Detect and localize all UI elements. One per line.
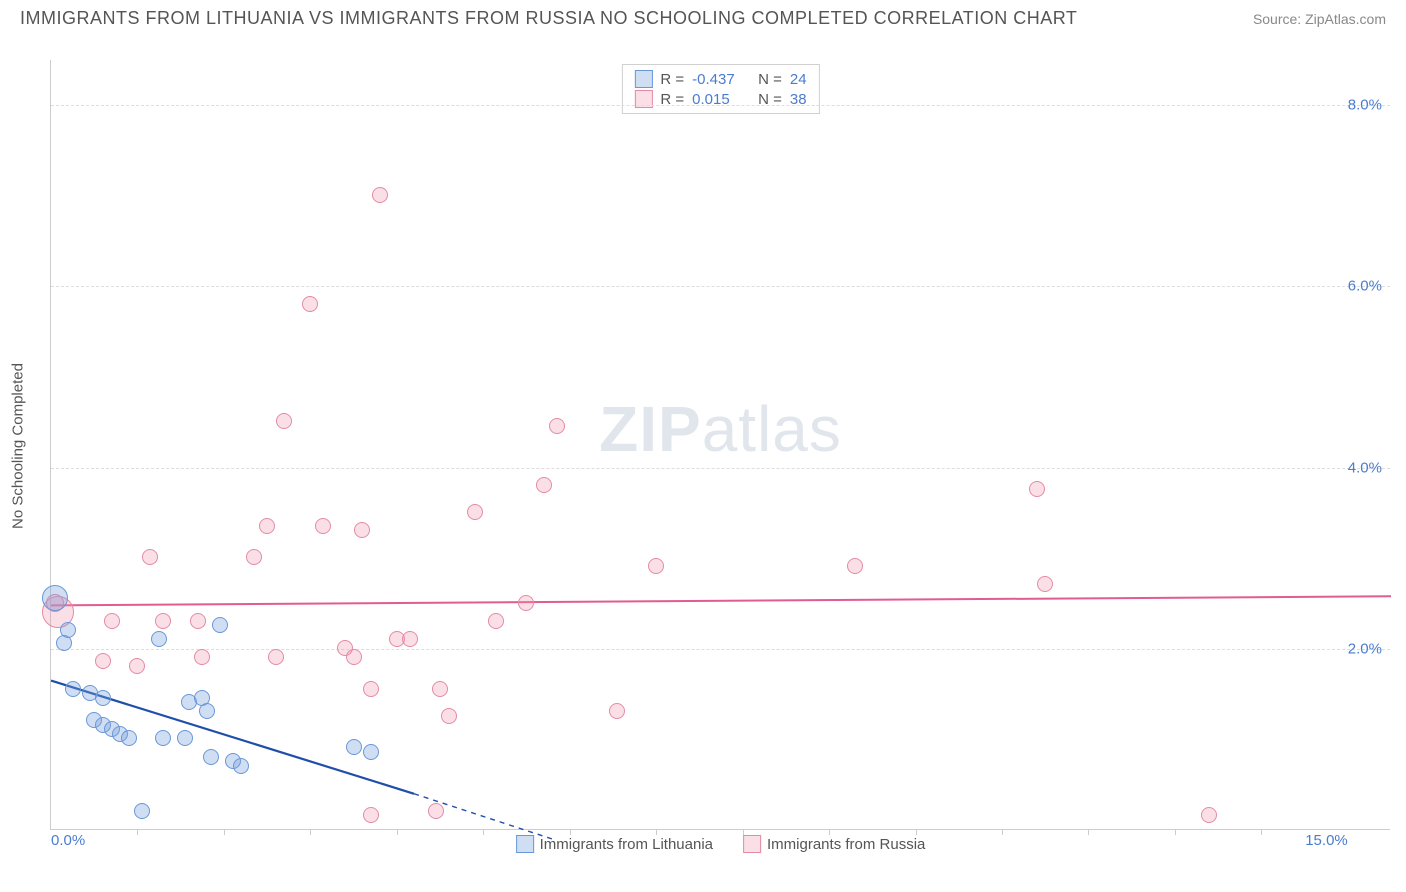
- r-value: -0.437: [692, 71, 742, 88]
- data-point-russia: [194, 649, 210, 665]
- data-point-lithuania: [363, 744, 379, 760]
- data-point-lithuania: [151, 631, 167, 647]
- data-point-lithuania: [346, 739, 362, 755]
- correlation-row-lithuania: R = -0.437 N = 24: [634, 69, 806, 89]
- xtick-mark: [656, 829, 657, 835]
- correlation-legend: R =-0.437N =24R =0.015N =38: [621, 64, 819, 114]
- data-point-russia: [1029, 481, 1045, 497]
- data-point-russia: [467, 504, 483, 520]
- r-label: R =: [660, 71, 684, 88]
- swatch-icon: [634, 70, 652, 88]
- data-point-russia: [104, 613, 120, 629]
- data-point-russia: [315, 518, 331, 534]
- xtick-mark: [1261, 829, 1262, 835]
- data-point-russia: [847, 558, 863, 574]
- chart-source: Source: ZipAtlas.com: [1253, 11, 1386, 27]
- ytick-label: 8.0%: [1348, 97, 1382, 114]
- data-point-russia: [129, 658, 145, 674]
- swatch-icon: [743, 835, 761, 853]
- swatch-icon: [516, 835, 534, 853]
- data-point-russia: [488, 613, 504, 629]
- xtick-mark: [397, 829, 398, 835]
- data-point-lithuania: [155, 730, 171, 746]
- trend-line: [51, 596, 1391, 605]
- data-point-lithuania: [233, 758, 249, 774]
- ytick-label: 4.0%: [1348, 459, 1382, 476]
- data-point-russia: [428, 803, 444, 819]
- xtick-mark: [310, 829, 311, 835]
- data-point-russia: [246, 549, 262, 565]
- ytick-label: 6.0%: [1348, 278, 1382, 295]
- data-point-lithuania: [121, 730, 137, 746]
- data-point-russia: [346, 649, 362, 665]
- n-value: 24: [790, 71, 807, 88]
- data-point-russia: [372, 187, 388, 203]
- legend-label: Immigrants from Russia: [767, 836, 925, 853]
- xtick-mark: [483, 829, 484, 835]
- gridline-h: [51, 286, 1390, 287]
- chart-svg-layer: [51, 60, 1390, 829]
- data-point-russia: [441, 708, 457, 724]
- data-point-lithuania: [203, 749, 219, 765]
- xtick-mark: [1175, 829, 1176, 835]
- data-point-russia: [259, 518, 275, 534]
- legend-item-lithuania: Immigrants from Lithuania: [516, 835, 713, 853]
- xtick-mark: [916, 829, 917, 835]
- data-point-russia: [432, 681, 448, 697]
- data-point-russia: [354, 522, 370, 538]
- y-axis-label: No Schooling Completed: [10, 363, 27, 529]
- xtick-mark: [1088, 829, 1089, 835]
- data-point-russia: [402, 631, 418, 647]
- xtick-label: 0.0%: [51, 832, 85, 849]
- gridline-h: [51, 649, 1390, 650]
- chart-plot-area: ZIPatlas R =-0.437N =24R =0.015N =38 Imm…: [50, 60, 1390, 830]
- series-legend: Immigrants from Lithuania Immigrants from…: [516, 835, 926, 853]
- xtick-mark: [137, 829, 138, 835]
- data-point-lithuania: [65, 681, 81, 697]
- data-point-russia: [549, 418, 565, 434]
- data-point-russia: [155, 613, 171, 629]
- data-point-russia: [1201, 807, 1217, 823]
- chart-header: IMMIGRANTS FROM LITHUANIA VS IMMIGRANTS …: [0, 0, 1406, 33]
- xtick-mark: [1002, 829, 1003, 835]
- data-point-lithuania: [177, 730, 193, 746]
- data-point-russia: [276, 413, 292, 429]
- data-point-lithuania: [42, 585, 68, 611]
- xtick-label: 15.0%: [1305, 832, 1348, 849]
- gridline-h: [51, 105, 1390, 106]
- xtick-mark: [829, 829, 830, 835]
- xtick-mark: [743, 829, 744, 835]
- data-point-russia: [536, 477, 552, 493]
- xtick-mark: [570, 829, 571, 835]
- data-point-russia: [142, 549, 158, 565]
- data-point-russia: [648, 558, 664, 574]
- data-point-russia: [609, 703, 625, 719]
- n-label: N =: [758, 71, 782, 88]
- legend-item-russia: Immigrants from Russia: [743, 835, 925, 853]
- data-point-russia: [1037, 576, 1053, 592]
- data-point-russia: [518, 595, 534, 611]
- data-point-lithuania: [56, 635, 72, 651]
- data-point-russia: [95, 653, 111, 669]
- data-point-lithuania: [212, 617, 228, 633]
- data-point-russia: [363, 681, 379, 697]
- data-point-lithuania: [134, 803, 150, 819]
- data-point-russia: [190, 613, 206, 629]
- chart-title: IMMIGRANTS FROM LITHUANIA VS IMMIGRANTS …: [20, 8, 1077, 29]
- data-point-russia: [302, 296, 318, 312]
- data-point-russia: [268, 649, 284, 665]
- ytick-label: 2.0%: [1348, 640, 1382, 657]
- data-point-lithuania: [199, 703, 215, 719]
- data-point-russia: [363, 807, 379, 823]
- xtick-mark: [224, 829, 225, 835]
- legend-label: Immigrants from Lithuania: [540, 836, 713, 853]
- data-point-lithuania: [95, 690, 111, 706]
- gridline-h: [51, 468, 1390, 469]
